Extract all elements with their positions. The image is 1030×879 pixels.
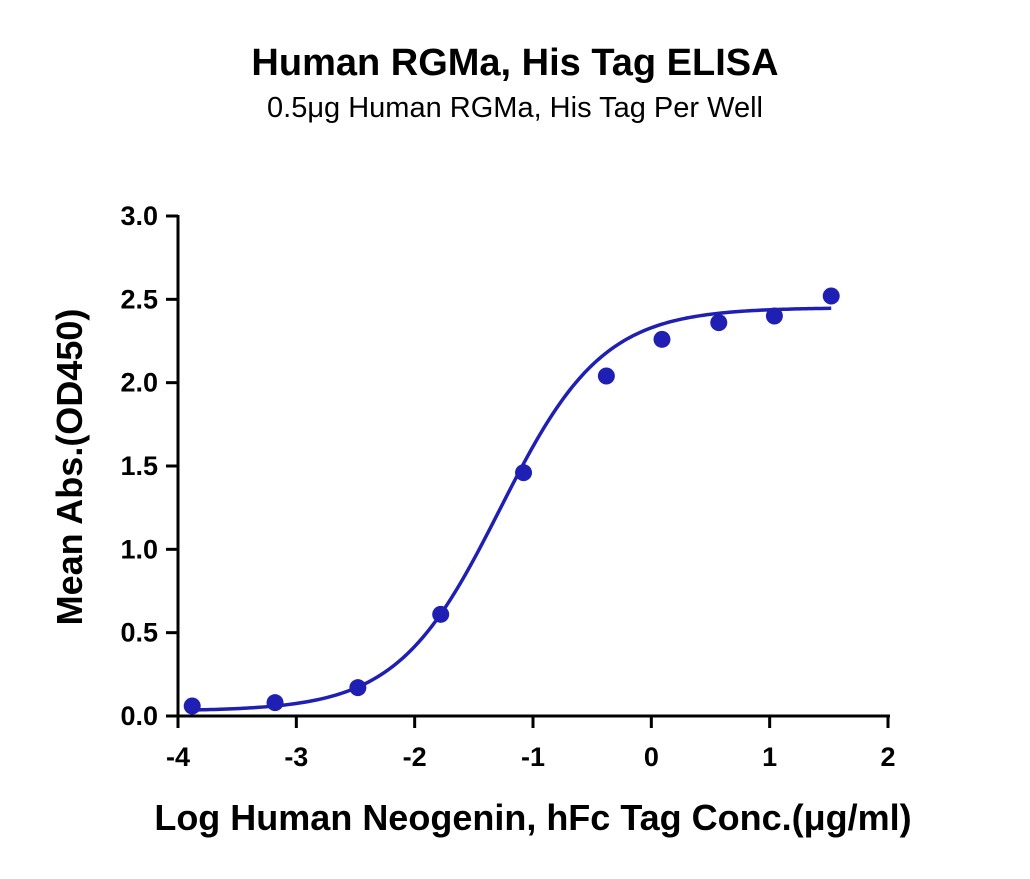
data-point — [710, 314, 728, 332]
y-tick-label: 3.0 — [120, 201, 158, 231]
chart-title: Human RGMa, His Tag ELISA — [251, 42, 779, 84]
x-tick-label: -1 — [521, 742, 545, 772]
chart-subtitle: 0.5μg Human RGMa, His Tag Per Well — [267, 92, 763, 124]
y-tick-label: 1.5 — [120, 451, 158, 481]
data-point — [183, 697, 201, 715]
y-tick-label: 2.0 — [120, 368, 158, 398]
axes — [176, 215, 890, 718]
data-point — [822, 287, 840, 305]
data-point — [349, 679, 367, 697]
y-tick-label: 0.0 — [120, 701, 158, 731]
x-axis-label: Log Human Neogenin, hFc Tag Conc.(μg/ml) — [154, 797, 911, 838]
y-tick-label: 2.5 — [120, 284, 158, 314]
x-tick-label: -4 — [166, 742, 190, 772]
data-point — [765, 307, 783, 325]
y-tick-label: 0.5 — [120, 618, 158, 648]
x-tick-label: 1 — [762, 742, 777, 772]
ticks: -4 -3 -2 -1 0 1 2 0.0 0.5 1.0 1.5 2.0 2.5 3.0 — [120, 201, 895, 772]
x-tick-label: 2 — [880, 742, 895, 772]
data-point — [515, 464, 533, 482]
data-point — [653, 330, 671, 348]
y-axis-label: Mean Abs.(OD450) — [49, 309, 90, 626]
data-point — [266, 694, 284, 712]
x-tick-label: -3 — [284, 742, 308, 772]
data-point — [597, 367, 615, 385]
x-tick-label: -2 — [403, 742, 427, 772]
fit-curve — [192, 306, 832, 712]
data-points — [183, 287, 840, 715]
x-tick-label: 0 — [644, 742, 659, 772]
y-tick-label: 1.0 — [120, 534, 158, 564]
data-point — [432, 605, 450, 623]
